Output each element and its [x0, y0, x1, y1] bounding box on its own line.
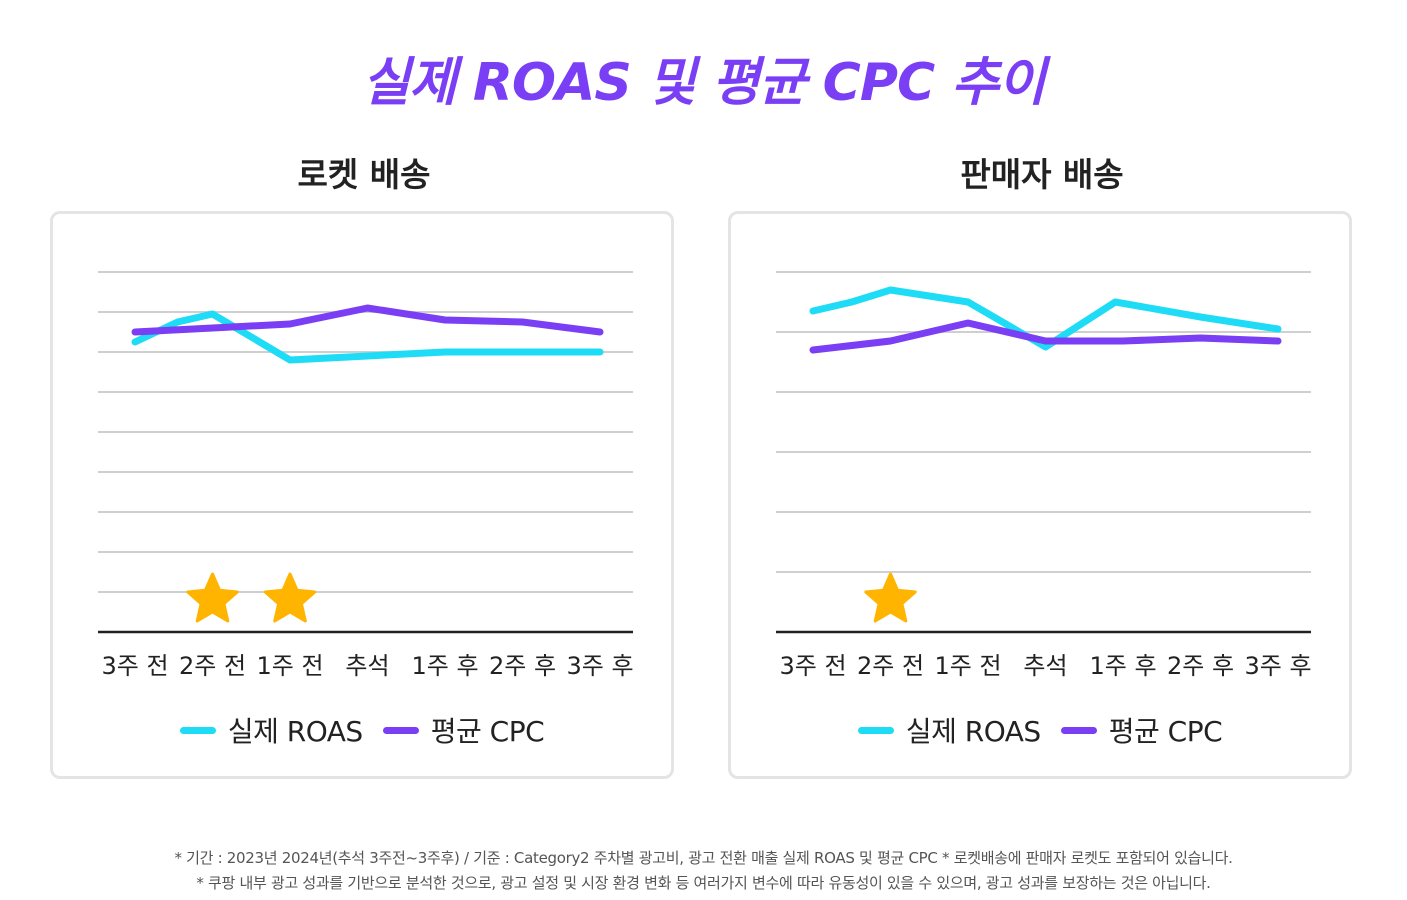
- x-tick-label: 2주 후: [1167, 652, 1234, 680]
- series-line-cpc: [131, 304, 604, 336]
- x-tick-label: 3주 후: [1244, 652, 1311, 680]
- x-tick-label: 추석: [1023, 652, 1067, 680]
- series-line-roas: [809, 286, 1282, 351]
- legend-swatch-cpc: [1060, 726, 1097, 734]
- legend-label-cpc: 평균 CPC: [1108, 715, 1223, 748]
- legend-item-roas: 실제 ROAS: [179, 710, 363, 750]
- legend-label-roas: 실제 ROAS: [227, 715, 363, 748]
- seller-delivery-title: 판매자 배송: [960, 155, 1124, 194]
- legend-swatch-roas: [179, 726, 216, 734]
- star-icon: [263, 572, 317, 623]
- series-line-cpc: [809, 319, 1282, 354]
- main-title: 실제 ROAS 및 평균 CPC 추이: [362, 53, 1046, 113]
- series-line-roas: [131, 310, 604, 364]
- x-tick-label: 2주 후: [489, 652, 556, 680]
- seller-delivery-chart-card: 3주 전 2주 전 1주 전 추석 1주 후 2주 후 3주 후 실제 ROAS 평균 CP…: [728, 211, 1352, 779]
- star-icon: [864, 572, 917, 623]
- star-icon: [186, 572, 239, 623]
- legend-swatch-roas: [857, 726, 894, 734]
- x-tick-label: 추석: [345, 652, 389, 680]
- seller-delivery-chart: 3주 전 2주 전 1주 전 추석 1주 후 2주 후 3주 후: [776, 271, 1312, 680]
- legend-label-cpc: 평균 CPC: [430, 715, 545, 748]
- footnotes: * 기간 : 2023년 2024년(추석 3주전~3주후) / 기준 : Ca…: [0, 846, 1407, 896]
- x-tick-label: 2주 전: [857, 652, 924, 680]
- rocket-delivery-legend: 실제 ROAS 평균 CPC: [53, 710, 671, 750]
- footnote-disclaimer: * 쿠팡 내부 광고 성과를 기반으로 분석한 것으로, 광고 설정 및 시장 …: [196, 874, 1211, 892]
- x-tick-label: 3주 전: [101, 652, 168, 680]
- x-tick-label: 1주 전: [256, 652, 323, 680]
- legend-label-roas: 실제 ROAS: [905, 715, 1041, 748]
- seller-delivery-legend: 실제 ROAS 평균 CPC: [731, 710, 1349, 750]
- x-tick-label: 2주 전: [179, 652, 246, 680]
- x-tick-label: 3주 후: [566, 652, 633, 680]
- rocket-delivery-title: 로켓 배송: [297, 155, 431, 194]
- x-tick-label: 1주 후: [1089, 652, 1156, 680]
- x-tick-label: 3주 전: [779, 652, 846, 680]
- rocket-delivery-chart: 3주 전 2주 전 1주 전 추석 1주 후 2주 후 3주 후: [98, 271, 634, 680]
- legend-item-cpc: 평균 CPC: [382, 710, 545, 750]
- footnote-period: * 기간 : 2023년 2024년(추석 3주전~3주후) / 기준 : Ca…: [174, 849, 1233, 867]
- legend-swatch-cpc: [382, 726, 419, 734]
- legend-item-cpc: 평균 CPC: [1060, 710, 1223, 750]
- rocket-delivery-chart-card: 3주 전 2주 전 1주 전 추석 1주 후 2주 후 3주 후 실제 ROAS 평균 CP…: [50, 211, 674, 779]
- x-tick-label: 1주 전: [934, 652, 1001, 680]
- x-tick-label: 1주 후: [411, 652, 478, 680]
- legend-item-roas: 실제 ROAS: [857, 710, 1041, 750]
